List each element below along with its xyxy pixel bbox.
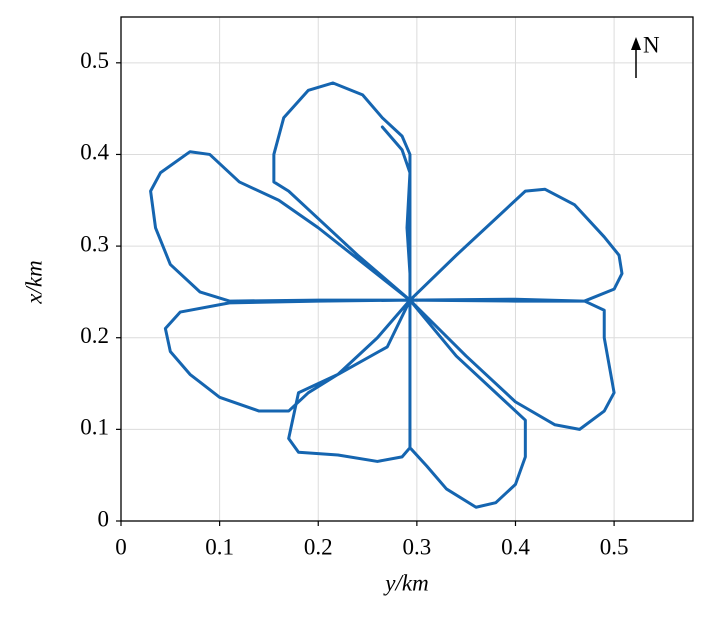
north-arrow-head <box>631 37 641 50</box>
y-axis-label: x/km <box>21 260 46 304</box>
x-tick-label: 0.1 <box>205 534 234 559</box>
x-tick-label: 0 <box>115 534 127 559</box>
y-tick-label: 0.5 <box>80 48 109 73</box>
x-tick-label: 0.5 <box>600 534 629 559</box>
ticks: 0 0.1 0.2 0.3 0.4 0.5 0 0.1 0.2 0.3 0.4 0.5 <box>80 48 628 559</box>
y-tick-label: 0.3 <box>80 231 109 256</box>
y-tick-label: 0.4 <box>80 140 109 165</box>
x-tick-label: 0.2 <box>304 534 333 559</box>
plot <box>149 81 624 509</box>
x-tick-label: 0.3 <box>402 534 431 559</box>
x-tick-label: 0.4 <box>501 534 530 559</box>
north-label: N <box>643 32 660 57</box>
plot-frame <box>120 16 694 522</box>
x-axis-label: y/km <box>383 570 428 595</box>
y-tick-label: 0.1 <box>80 415 109 440</box>
y-tick-label: 0 <box>98 506 110 531</box>
y-tick-label: 0.2 <box>80 323 109 348</box>
trajectory-line <box>149 81 624 509</box>
